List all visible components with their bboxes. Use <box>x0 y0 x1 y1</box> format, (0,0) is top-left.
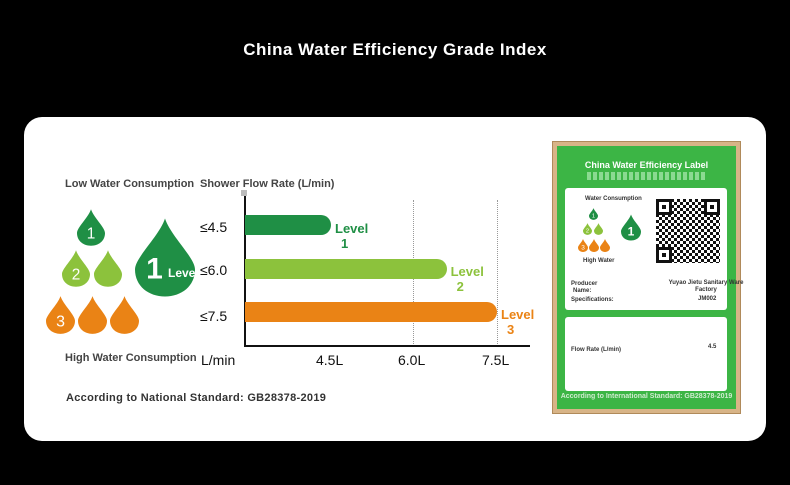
level2-drop-icon <box>94 250 122 287</box>
level2-drop-icon: 2 <box>62 250 90 287</box>
x-axis <box>244 345 530 347</box>
x-tick-label: 4.5L <box>316 352 344 368</box>
level2-drop-number: 2 <box>72 267 81 284</box>
high-consumption-header: High Water Consumption <box>65 352 197 364</box>
category-label: ≤6.0 <box>200 262 228 278</box>
label-drop3-icon <box>600 239 610 252</box>
bar-label-text: Level <box>335 221 369 236</box>
category-label: ≤7.5 <box>200 308 228 324</box>
big-drop-number: 1 <box>146 253 163 286</box>
label-spec-value: JM002 <box>698 296 717 302</box>
bar-label-number: 2 <box>456 279 464 294</box>
label-high-water: High Water <box>583 258 615 264</box>
label-flow-value: 4.5 <box>708 344 717 350</box>
label-drop1-icon: 1 <box>589 208 598 220</box>
level3-drop-icon: 3 <box>46 296 75 334</box>
qr-corner <box>656 199 672 215</box>
label-name: Name: <box>573 288 592 294</box>
bar-label-number: 3 <box>507 322 515 337</box>
label-title: China Water Efficiency Label <box>584 160 709 170</box>
label-drop3-number: 3 <box>581 245 585 252</box>
gridline <box>497 200 498 346</box>
label-specifications: Specifications: <box>571 297 614 303</box>
label-flow-rate: Flow Rate (L/min) <box>571 347 621 353</box>
label-big-drop-icon: 1 <box>621 214 641 241</box>
label-big-drop-number: 1 <box>628 225 635 239</box>
bar-label-level1: Level 1 <box>335 221 368 251</box>
bar-label-text: Level <box>450 264 484 279</box>
level3-drop-icon <box>110 296 139 334</box>
label-footer: According to International Standard: GB2… <box>560 393 733 400</box>
label-drop1-number: 1 <box>592 214 595 220</box>
label-drop3-icon: 3 <box>578 239 588 252</box>
bar-label-text: Level <box>501 307 535 322</box>
label-drop3-icon <box>589 239 599 252</box>
qr-corner <box>704 199 720 215</box>
bar-label-level2: Level 2 <box>451 264 484 294</box>
x-tick-label: 6.0L <box>398 352 426 368</box>
page-title: China Water Efficiency Grade Index <box>243 40 547 59</box>
bar-level1 <box>245 215 331 235</box>
national-standard-note: According to National Standard: GB28378-… <box>66 392 327 404</box>
x-tick-label: 7.5L <box>482 352 510 368</box>
bar-label-number: 1 <box>341 236 349 251</box>
y-axis-cap <box>241 190 247 196</box>
flow-rate-header: Shower Flow Rate (L/min) <box>200 178 335 190</box>
label-drop2-icon <box>594 223 603 235</box>
label-producer-value: Yuyao Jietu Sanitary Ware Factory <box>668 280 744 293</box>
level3-drop-number: 3 <box>56 314 65 331</box>
label-drop2-icon: 2 <box>583 223 592 235</box>
level3-drop-icon <box>78 296 107 334</box>
label-drop2-number: 2 <box>586 229 589 235</box>
low-consumption-header: Low Water Consumption <box>65 178 195 190</box>
qr-corner <box>656 247 672 263</box>
category-label: ≤4.5 <box>200 219 228 235</box>
bar-level3 <box>245 302 497 322</box>
bar-level2 <box>245 259 447 279</box>
big-level1-drop-icon: 1 <box>135 216 195 299</box>
label-bottom-panel <box>565 317 727 391</box>
bar-label-level3: Level 3 <box>501 307 534 337</box>
label-water-consumption: Water Consumption <box>585 196 642 202</box>
x-axis-unit: L/min <box>201 352 236 368</box>
level1-drop-icon: 1 <box>77 209 105 246</box>
big-drop-level-text: Level <box>168 266 199 280</box>
label-producer: Producer <box>571 281 598 287</box>
label-subtitle-blur <box>587 172 707 180</box>
level1-drop-number: 1 <box>87 226 96 243</box>
